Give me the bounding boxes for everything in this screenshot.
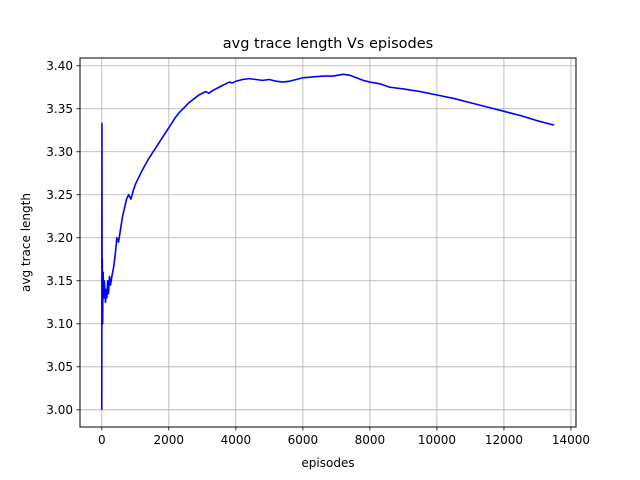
x-tick-label: 2000 [154,433,185,447]
y-tick-label: 3.05 [46,360,73,374]
y-axis-title: avg trace length [19,193,33,292]
x-tick-label: 0 [98,433,106,447]
y-axis-ticks: 3.00 3.05 3.10 3.15 3.20 3.25 3.30 3.35 3.40 [46,59,80,417]
x-tick-label: 14000 [552,433,590,447]
y-tick-label: 3.35 [46,102,73,116]
y-tick-label: 3.10 [46,317,73,331]
y-tick-label: 3.40 [46,59,73,73]
y-tick-label: 3.25 [46,188,73,202]
y-tick-label: 3.15 [46,274,73,288]
x-tick-label: 4000 [221,433,252,447]
y-tick-label: 3.20 [46,231,73,245]
x-tick-label: 10000 [418,433,456,447]
x-axis-title: episodes [301,456,354,470]
grid-lines [80,58,576,427]
y-tick-label: 3.00 [46,403,73,417]
x-tick-label: 12000 [485,433,523,447]
series-layer [100,73,555,410]
x-tick-label: 6000 [288,433,319,447]
x-axis-ticks: 0 2000 4000 6000 8000 10000 12000 14000 [98,427,590,447]
chart-title: avg trace length Vs episodes [223,36,433,52]
series-line [100,73,555,410]
y-tick-label: 3.30 [46,145,73,159]
plot-frame [79,57,577,428]
x-tick-label: 8000 [355,433,386,447]
